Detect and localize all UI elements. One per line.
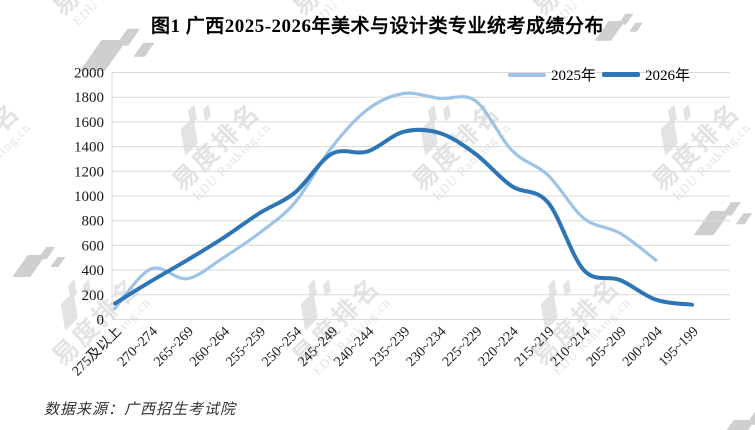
- legend-swatch-2025: [508, 72, 546, 77]
- data-source-note: 数据来源：广西招生考试院: [44, 402, 237, 418]
- y-axis-tick-label: 0: [97, 313, 105, 329]
- y-axis-tick-label: 2000: [74, 66, 104, 82]
- x-axis-tick-label: 275及以上: [69, 324, 125, 380]
- y-axis-tick-label: 1200: [74, 164, 104, 180]
- legend-item-2026: 2026年: [602, 64, 690, 85]
- y-axis-tick-label: 400: [82, 263, 105, 279]
- y-axis-tick-label: 1600: [74, 115, 104, 131]
- series-line-2025年: [113, 91, 658, 310]
- chart-title: 图1 广西2025-2026年美术与设计类专业统考成绩分布: [150, 16, 605, 37]
- legend-label-2026: 2026年: [645, 68, 691, 84]
- y-axis-tick-label: 1400: [74, 140, 104, 156]
- y-axis-tick-label: 600: [82, 238, 105, 254]
- series-line-2026年: [113, 127, 694, 307]
- chart-legend: 2025年 2026年: [508, 64, 690, 85]
- y-axis-tick-label: 1000: [74, 189, 104, 205]
- legend-item-2025: 2025年: [508, 64, 596, 85]
- legend-label-2025: 2025年: [551, 68, 597, 84]
- y-axis-tick-label: 800: [82, 214, 105, 230]
- legend-swatch-2026: [602, 72, 641, 77]
- y-axis-tick-label: 200: [82, 288, 105, 304]
- x-axis-tick-label: 195~199: [656, 324, 702, 370]
- y-axis-tick-label: 1800: [74, 90, 104, 106]
